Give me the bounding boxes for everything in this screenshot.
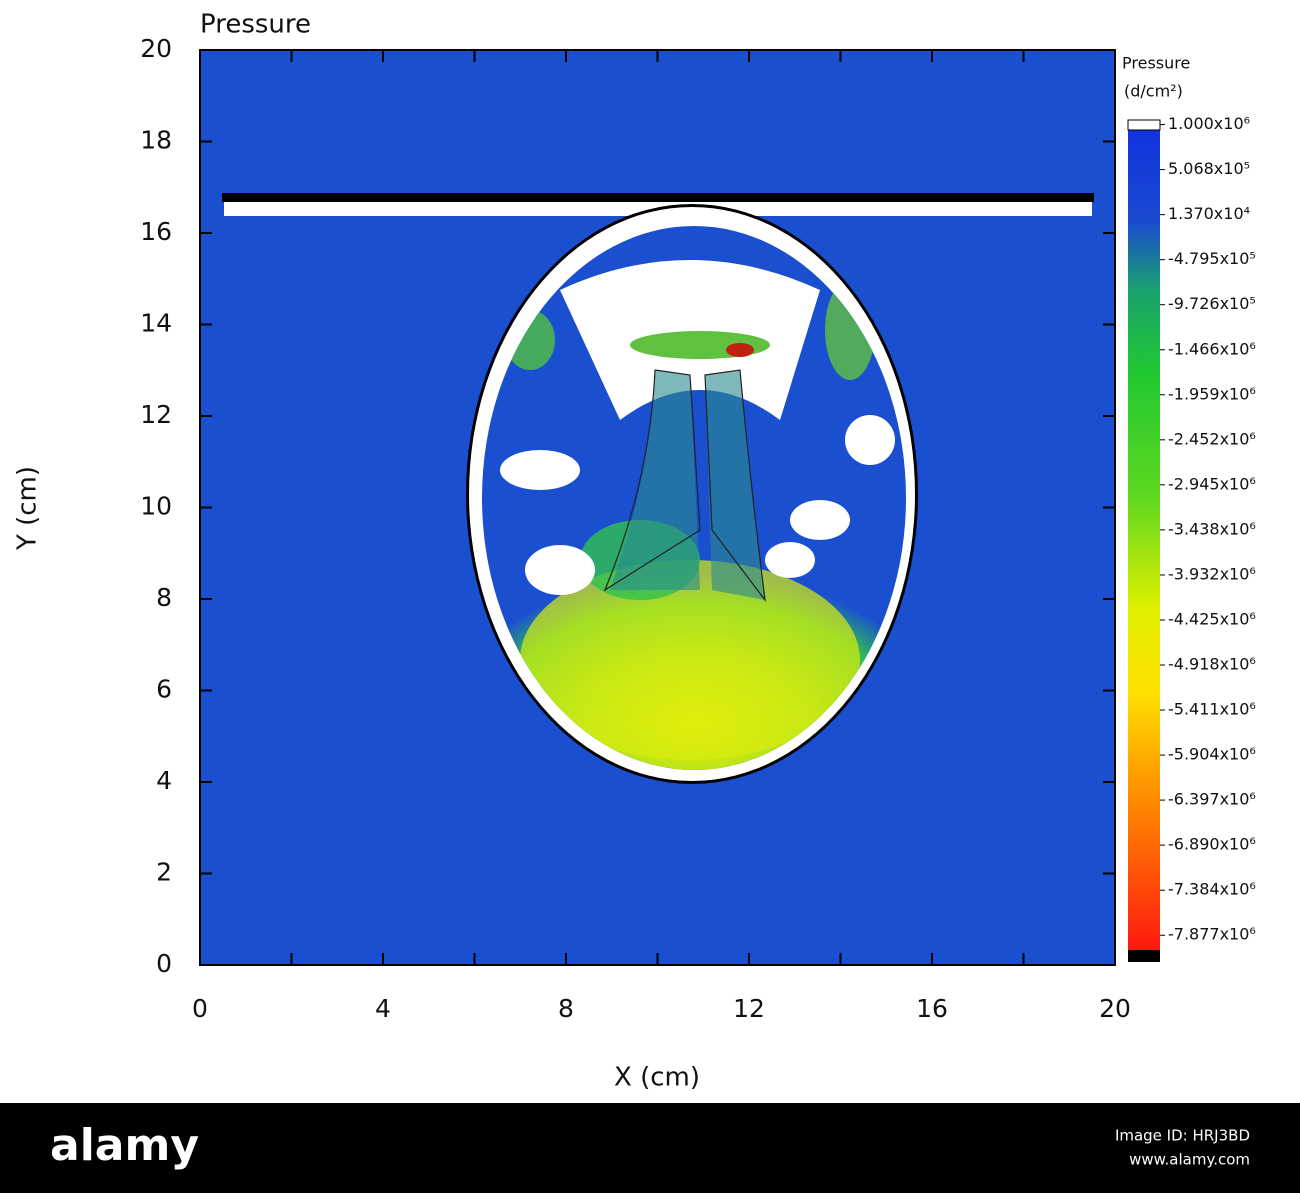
colorbar-tick-label: 1.370x10⁴	[1168, 204, 1250, 223]
x-tick-label: 16	[916, 994, 948, 1023]
y-tick-label: 20	[140, 34, 172, 63]
y-tick-label: 12	[140, 400, 172, 429]
y-tick-label: 10	[140, 492, 172, 521]
colorbar-tick-label: -7.877x10⁶	[1168, 925, 1256, 944]
colorbar-tick-label: -4.918x10⁶	[1168, 655, 1256, 674]
colorbar-tick-label: -4.425x10⁶	[1168, 609, 1256, 628]
colorbar-tick-label: -6.890x10⁶	[1168, 835, 1256, 854]
banner-site: www.alamy.com	[1129, 1151, 1250, 1169]
colorbar-title: Pressure	[1122, 54, 1190, 73]
colorbar-unit: (d/cm²)	[1124, 82, 1183, 101]
colorbar-tick-label: -9.726x10⁵	[1168, 294, 1256, 313]
banner	[0, 1103, 1300, 1193]
colorbar-tick-label: -1.959x10⁶	[1168, 384, 1256, 403]
colorbar-tick-label: 1.000x10⁶	[1168, 114, 1250, 133]
colorbar-tick-label: -5.904x10⁶	[1168, 745, 1256, 764]
colorbar-tick-label: -7.384x10⁶	[1168, 880, 1256, 899]
colorbar-tick-label: -2.452x10⁶	[1168, 429, 1256, 448]
chart-title: Pressure	[200, 10, 311, 40]
x-tick-label: 20	[1099, 994, 1131, 1023]
colorbar-tick-label: -2.945x10⁶	[1168, 474, 1256, 493]
x-tick-label: 4	[375, 994, 391, 1023]
y-axis-label: Y (cm)	[13, 466, 43, 551]
plate	[222, 193, 1094, 202]
banner-brand: alamy	[50, 1120, 199, 1171]
y-tick-label: 14	[140, 309, 172, 338]
y-tick-label: 0	[156, 949, 172, 978]
x-tick-label: 0	[192, 994, 208, 1023]
y-tick-label: 6	[156, 675, 172, 704]
colorbar-tick-label: -4.795x10⁵	[1168, 249, 1256, 268]
banner-id: Image ID: HRJ3BD	[1115, 1127, 1250, 1145]
ventricle-outline	[603, 369, 766, 603]
colorbar-tick-label: 5.068x10⁵	[1168, 159, 1250, 178]
y-tick-label: 18	[140, 126, 172, 155]
plot-area	[199, 49, 1116, 966]
y-tick-label: 8	[156, 583, 172, 612]
y-tick-label: 16	[140, 217, 172, 246]
colorbar-cap	[1127, 119, 1161, 131]
colorbar-tick-label: -6.397x10⁶	[1168, 790, 1256, 809]
colorbar-cap	[1128, 950, 1160, 962]
colorbar-tick-label: -5.411x10⁶	[1168, 700, 1256, 719]
x-tick-label: 12	[733, 994, 765, 1023]
colorbar-tick-label: -3.438x10⁶	[1168, 519, 1256, 538]
y-tick-label: 4	[156, 766, 172, 795]
y-tick-label: 2	[156, 858, 172, 887]
colorbar-tick-label: -3.932x10⁶	[1168, 564, 1256, 583]
colorbar	[1128, 120, 1160, 962]
colorbar-tick-label: -1.466x10⁶	[1168, 339, 1256, 358]
x-axis-label: X (cm)	[614, 1063, 700, 1093]
x-tick-label: 8	[558, 994, 574, 1023]
